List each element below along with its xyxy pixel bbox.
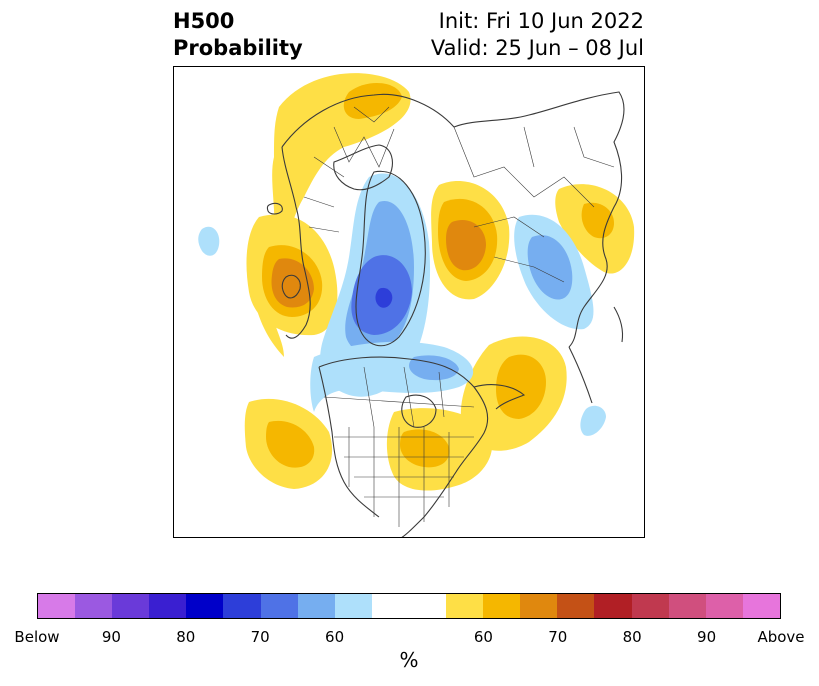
colorbar-segment xyxy=(705,594,743,618)
colorbar-segment xyxy=(149,594,187,618)
above-region-westcoast-core xyxy=(266,420,315,468)
map-title: H500 Probability xyxy=(173,8,303,62)
anomaly-shading xyxy=(198,73,635,491)
above-region-europe-outer xyxy=(256,73,411,357)
colorbar-segment xyxy=(38,594,76,618)
colorbar-tick-label: 60 xyxy=(473,628,493,646)
colorbar-segment xyxy=(557,594,595,618)
borders-canada xyxy=(323,366,475,428)
title-variable: H500 xyxy=(173,9,235,33)
borders-us-states xyxy=(334,427,474,527)
colorbar-segment xyxy=(260,594,298,618)
colorbar-segment xyxy=(742,594,780,618)
colorbar-segment xyxy=(297,594,335,618)
political-borders xyxy=(303,106,615,527)
coastline-uk xyxy=(281,274,301,299)
coastline-hudson-bay xyxy=(401,394,437,428)
borders-europe xyxy=(303,106,395,233)
below-region-eastsiberia-core xyxy=(527,235,573,300)
coastline-europe-west xyxy=(281,146,311,339)
colorbar-segment xyxy=(594,594,632,618)
colorbar-segment xyxy=(223,594,261,618)
coastline-iceland xyxy=(266,202,283,215)
coastline-alaska xyxy=(473,384,526,410)
coastline-japan xyxy=(613,306,624,343)
colorbar-segment xyxy=(520,594,558,618)
coastline-greenland xyxy=(355,170,426,347)
coastlines xyxy=(266,91,625,537)
title-product: Probability xyxy=(173,36,303,60)
colorbar-tick-label: 70 xyxy=(548,628,568,646)
below-region-greenland-core xyxy=(375,287,393,308)
coastline-eurasia xyxy=(281,91,625,348)
colorbar-segment xyxy=(75,594,113,618)
colorbar-segment xyxy=(334,594,372,618)
colorbar-tick-label: 80 xyxy=(176,628,196,646)
probability-map xyxy=(173,66,645,538)
above-region-pacific-core xyxy=(496,354,546,419)
init-date: Init: Fri 10 Jun 2022 xyxy=(438,9,644,33)
colorbar-tick-label: 90 xyxy=(101,628,121,646)
colorbar-tick-label: Above xyxy=(757,628,805,646)
colorbar-unit-label: % xyxy=(399,648,419,672)
colorbar-segment xyxy=(668,594,706,618)
above-region-fareast-core xyxy=(581,202,614,239)
below-region-pacific-spot xyxy=(580,405,606,436)
above-region-atlantic-core xyxy=(271,258,314,308)
coastline-kamchatka xyxy=(568,346,593,404)
above-region-east-namerica-core xyxy=(400,429,450,468)
borders-asia xyxy=(453,126,615,283)
colorbar-segment xyxy=(483,594,521,618)
above-region-siberia-core xyxy=(446,219,486,271)
colorbar-tick-label: 90 xyxy=(697,628,717,646)
colorbar-segment xyxy=(186,594,224,618)
colorbar-segment xyxy=(408,594,447,618)
colorbar-segment xyxy=(112,594,150,618)
colorbar-tick-label: 80 xyxy=(622,628,642,646)
colorbar-tick-label: Below xyxy=(14,628,60,646)
colorbar xyxy=(37,593,781,619)
valid-dates: Valid: 25 Jun – 08 Jul xyxy=(430,36,644,60)
map-dates: Init: Fri 10 Jun 2022 Valid: 25 Jun – 08… xyxy=(431,8,644,62)
below-region-atlantic-spot xyxy=(198,226,220,256)
colorbar-segment xyxy=(446,594,484,618)
colorbar-segment xyxy=(631,594,669,618)
map-canvas xyxy=(198,73,635,537)
coastline-scandinavia xyxy=(333,144,393,191)
below-region-canada-core xyxy=(409,355,459,381)
colorbar-segment xyxy=(371,594,409,618)
colorbar-tick-label: 70 xyxy=(250,628,270,646)
colorbar-tick-label: 60 xyxy=(325,628,345,646)
